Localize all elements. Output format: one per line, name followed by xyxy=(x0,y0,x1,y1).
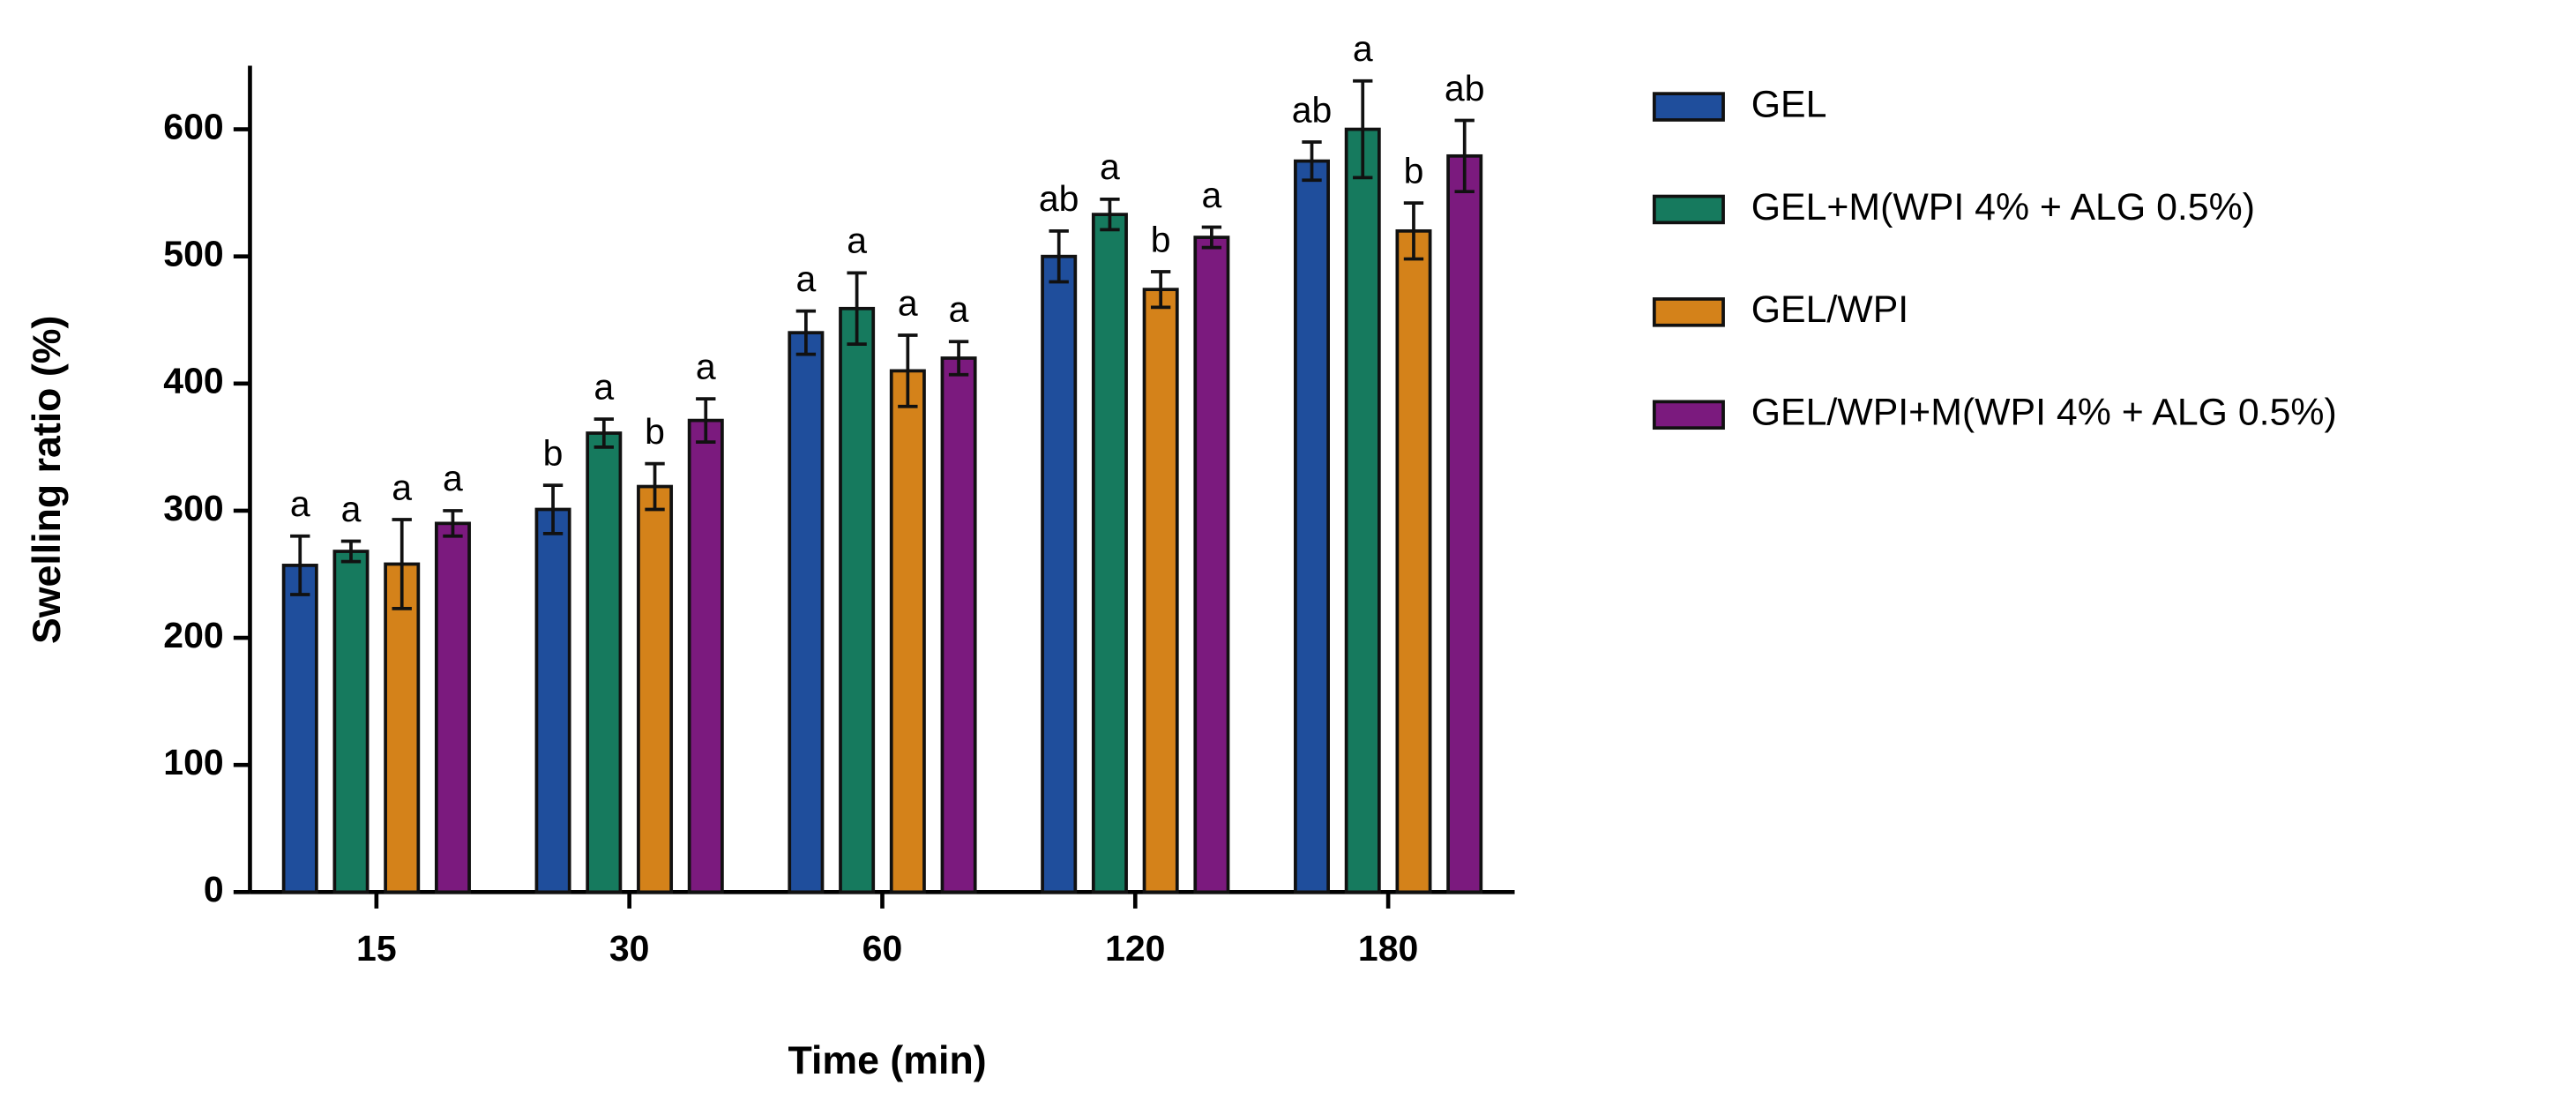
error-bar xyxy=(1049,228,1069,284)
x-tick-label: 15 xyxy=(356,928,397,969)
legend-swatch xyxy=(1652,400,1725,430)
error-bar xyxy=(795,309,817,356)
error-bar xyxy=(696,397,716,444)
bar xyxy=(637,484,674,894)
significance-letter: a xyxy=(696,346,716,386)
significance-letter: a xyxy=(443,458,463,498)
bar xyxy=(281,564,318,894)
bar xyxy=(1395,228,1432,894)
y-tick-label: 400 xyxy=(163,361,223,401)
legend-swatch xyxy=(1652,297,1725,327)
error-bar xyxy=(542,483,564,535)
x-tick-label: 120 xyxy=(1105,928,1165,969)
legend-swatch xyxy=(1652,194,1725,225)
error-bar xyxy=(1403,201,1424,261)
y-tick-label: 600 xyxy=(163,106,223,146)
significance-letter: a xyxy=(1201,175,1221,215)
significance-letter: a xyxy=(1353,28,1373,69)
bar xyxy=(1193,236,1230,894)
y-tick-label: 0 xyxy=(204,869,224,909)
y-tick-label: 100 xyxy=(163,742,223,782)
significance-letter: ab xyxy=(1292,89,1333,130)
error-bar xyxy=(290,534,310,596)
bar xyxy=(1091,213,1128,894)
bar xyxy=(332,550,370,894)
bar xyxy=(586,431,623,894)
error-bar xyxy=(1201,225,1222,250)
y-axis-label: Swelling ratio (%) xyxy=(26,316,69,644)
significance-letter: a xyxy=(949,289,969,330)
bar xyxy=(384,562,421,894)
significance-letter: a xyxy=(594,366,614,407)
y-tick-label: 500 xyxy=(163,234,223,274)
significance-letter: b xyxy=(1404,150,1424,191)
legend-label: GEL+M(WPI 4% + ALG 0.5%) xyxy=(1751,186,2255,228)
bar xyxy=(1142,288,1179,894)
bar xyxy=(889,369,926,894)
bar xyxy=(788,331,825,894)
legend-label: GEL xyxy=(1751,83,1827,125)
legend-label: GEL/WPI xyxy=(1751,288,1909,331)
error-bar xyxy=(392,518,412,610)
error-bar xyxy=(1100,197,1120,232)
significance-letter: b xyxy=(543,432,564,473)
error-bar xyxy=(1302,140,1322,183)
bar xyxy=(839,306,876,894)
bar xyxy=(1344,127,1381,894)
x-tick-label: 30 xyxy=(609,928,650,969)
error-bar xyxy=(1353,79,1373,180)
x-tick-label: 60 xyxy=(862,928,903,969)
significance-letter: ab xyxy=(1039,178,1079,219)
significance-letter: a xyxy=(290,483,310,524)
legend-label: GEL/WPI+M(WPI 4% + ALG 0.5%) xyxy=(1751,392,2337,434)
error-bar xyxy=(443,509,463,538)
significance-letter: b xyxy=(1151,219,1171,259)
bar xyxy=(1041,254,1078,894)
x-tick-label: 180 xyxy=(1358,928,1418,969)
bar xyxy=(534,507,571,894)
bar xyxy=(434,521,471,894)
significance-letter: a xyxy=(1100,146,1120,187)
x-axis-label: Time (min) xyxy=(788,1039,987,1082)
significance-letter: b xyxy=(645,411,665,452)
significance-letter: a xyxy=(392,467,412,507)
bar xyxy=(687,418,724,894)
significance-letter: a xyxy=(898,282,918,323)
bar xyxy=(1446,153,1483,894)
y-tick-label: 300 xyxy=(163,488,223,528)
error-bar xyxy=(948,340,969,377)
error-bar xyxy=(645,461,665,512)
bar xyxy=(1294,159,1330,894)
significance-letter: a xyxy=(795,258,816,299)
error-bar xyxy=(1150,270,1171,310)
significance-letter: a xyxy=(341,489,362,529)
error-bar xyxy=(594,417,614,449)
error-bar xyxy=(1454,118,1475,194)
error-bar xyxy=(340,539,362,564)
error-bar xyxy=(898,333,918,408)
bar xyxy=(940,356,977,894)
significance-letter: a xyxy=(847,221,867,261)
y-tick-label: 200 xyxy=(163,615,223,655)
error-bar xyxy=(847,271,867,346)
significance-letter: ab xyxy=(1445,68,1485,109)
legend-swatch xyxy=(1652,92,1725,122)
